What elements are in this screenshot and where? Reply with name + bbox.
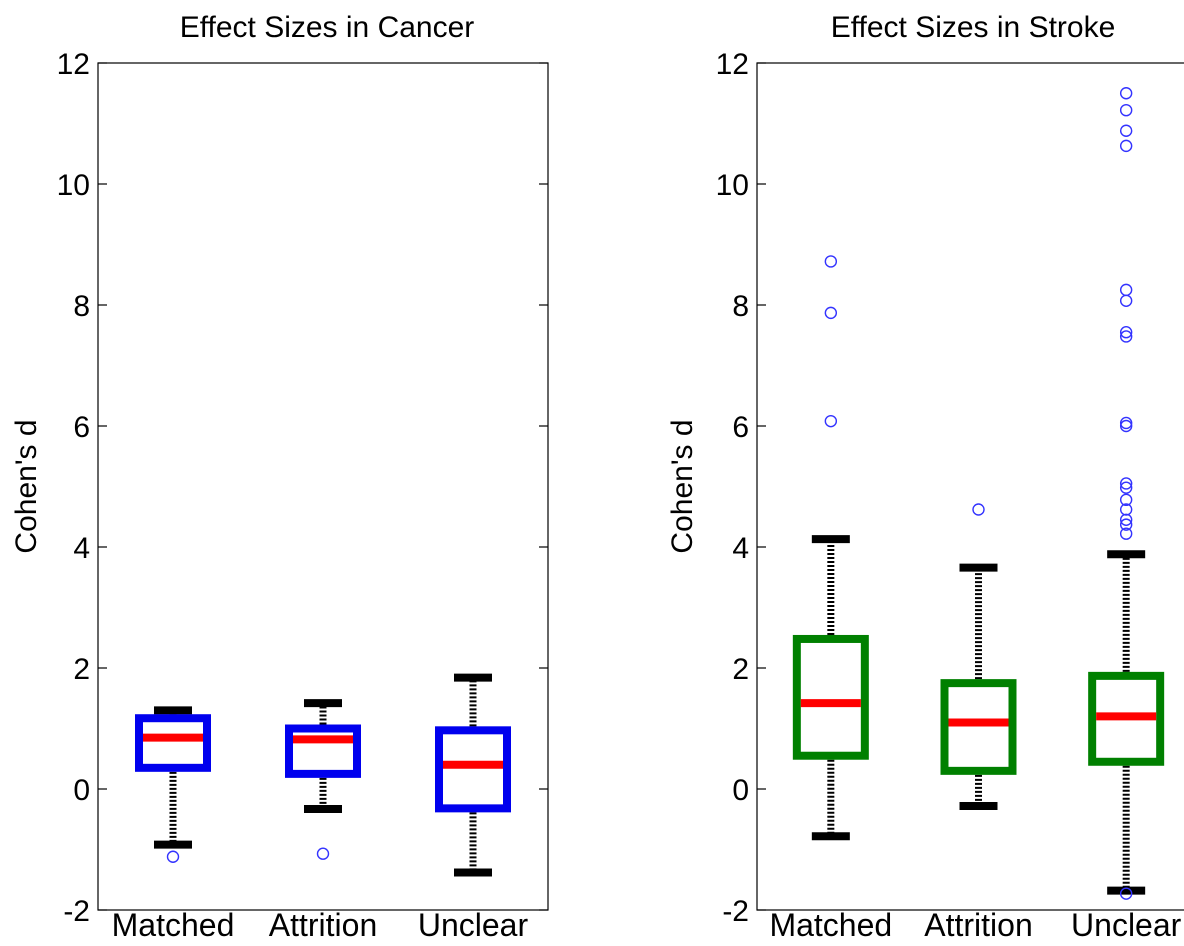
outlier-point <box>1119 326 1133 339</box>
y-tick-label: 2 <box>73 653 90 686</box>
iqr-box <box>435 726 511 813</box>
outlier-point <box>1119 294 1133 307</box>
box-attrition <box>940 503 1017 810</box>
outlier-point <box>972 503 985 516</box>
iqr-box <box>940 679 1017 775</box>
chart-panel-1: Effect Sizes in Cancer Cohen's d -2 0 2 4 6 8 10… <box>10 11 549 943</box>
outlier-point <box>824 255 838 268</box>
y-tick-label: -2 <box>63 895 90 928</box>
y-tick-label: 8 <box>73 290 90 323</box>
outlier-point <box>1119 887 1133 900</box>
box-matched <box>135 706 211 863</box>
y-tick-label: 4 <box>73 532 90 565</box>
outlier-point <box>1119 513 1133 526</box>
outlier-point <box>1119 481 1133 494</box>
chart-panel-2: Effect Sizes in Stroke Cohen's d -2 0 2 4 6 8 10… <box>666 11 1184 943</box>
box-attrition <box>285 699 361 860</box>
iqr-box <box>135 714 211 772</box>
outlier-point <box>1119 493 1133 507</box>
outlier-point <box>1119 503 1133 516</box>
outlier-point <box>1119 330 1133 343</box>
x-category-label: Matched <box>769 907 892 941</box>
outlier-point <box>1119 124 1133 137</box>
plot-frame <box>756 62 1184 911</box>
outlier-point <box>1119 103 1133 117</box>
iqr-box <box>792 634 869 760</box>
outlier-point <box>1119 87 1133 100</box>
y-tick-label: 12 <box>716 48 749 81</box>
outlier-point <box>1119 527 1133 540</box>
x-category-label: Unclear <box>1071 907 1182 941</box>
outlier-point <box>824 306 838 320</box>
x-category-label: Unclear <box>418 907 529 941</box>
outlier-point <box>316 847 330 860</box>
y-tick-label: -2 <box>722 895 749 928</box>
box-matched <box>792 255 869 841</box>
outlier-point <box>1119 283 1133 297</box>
y-axis-label: Cohen's d <box>10 419 43 553</box>
y-tick-label: 4 <box>732 532 749 565</box>
y-tick-label: 6 <box>73 411 90 444</box>
x-category-label: Attrition <box>269 907 377 941</box>
outlier-point <box>166 850 180 863</box>
x-category-label: Matched <box>112 907 235 941</box>
outlier-point <box>824 414 838 428</box>
y-tick-label: 0 <box>73 774 90 807</box>
outlier-point <box>1119 419 1133 433</box>
outlier-point <box>1119 416 1133 430</box>
iqr-box <box>285 724 361 778</box>
outlier-point <box>1119 477 1133 490</box>
y-tick-label: 0 <box>732 774 749 807</box>
chart-title: Effect Sizes in Cancer <box>180 11 475 44</box>
y-tick-label: 10 <box>716 169 749 202</box>
chart-title: Effect Sizes in Stroke <box>831 11 1116 44</box>
outlier-point <box>1119 518 1133 531</box>
y-tick-label: 10 <box>57 169 90 202</box>
box-unclear <box>435 673 511 877</box>
outlier-point <box>1119 139 1133 153</box>
box-unclear <box>1088 87 1165 900</box>
plot-frame <box>97 62 549 911</box>
y-tick-label: 8 <box>732 290 749 323</box>
y-tick-label: 6 <box>732 411 749 444</box>
y-axis-label: Cohen's d <box>666 419 699 553</box>
x-category-label: Attrition <box>924 907 1032 941</box>
y-tick-label: 2 <box>732 653 749 686</box>
y-tick-label: 12 <box>57 48 90 81</box>
